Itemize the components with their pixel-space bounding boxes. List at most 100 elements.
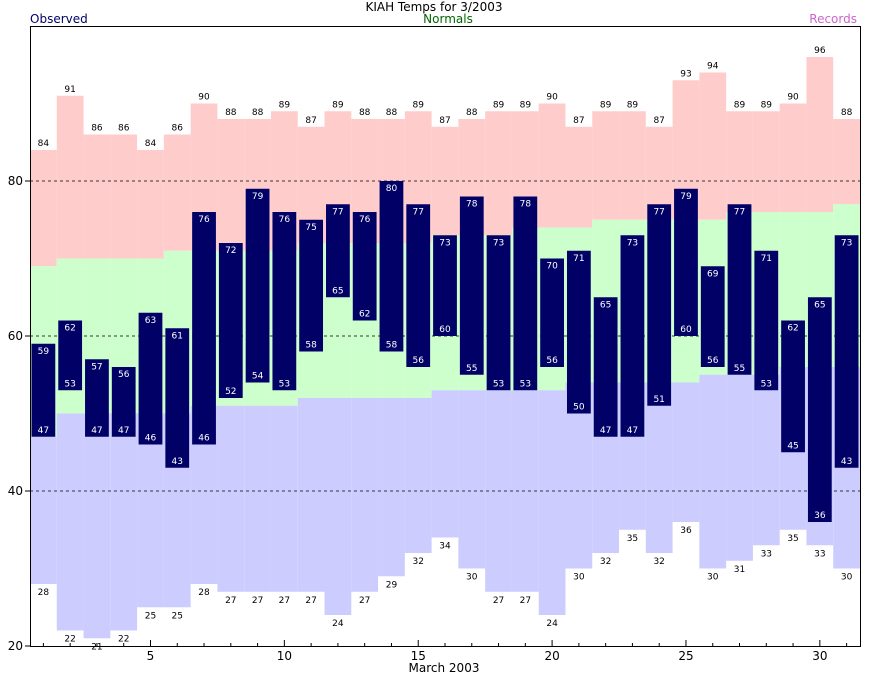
observed-low-label-day-2: 53 — [64, 379, 75, 389]
record-low-label-day-30: 33 — [814, 549, 825, 559]
record-high-label-day-27: 89 — [734, 100, 746, 110]
observed-high-label-day-17: 78 — [466, 200, 478, 210]
record-low-band-day-10 — [270, 405, 298, 592]
x-axis-label: March 2003 — [409, 661, 480, 675]
observed-low-label-day-9: 54 — [252, 372, 264, 382]
observed-bar-day-5 — [138, 312, 163, 445]
record-low-label-day-1: 28 — [38, 588, 50, 598]
record-low-band-day-25 — [672, 382, 700, 522]
observed-high-label-day-18: 73 — [493, 238, 504, 248]
record-high-band-day-23 — [619, 111, 646, 220]
record-low-label-day-14: 29 — [386, 580, 398, 590]
observed-bar-day-27 — [727, 204, 752, 375]
record-high-band-day-26 — [699, 72, 727, 220]
observed-low-label-day-1: 47 — [38, 426, 49, 436]
record-high-label-day-25: 93 — [680, 69, 691, 79]
record-high-label-day-22: 89 — [600, 100, 612, 110]
observed-high-label-day-30: 65 — [814, 300, 825, 310]
record-low-band-day-26 — [699, 374, 727, 569]
record-low-label-day-6: 25 — [172, 611, 183, 621]
record-low-label-day-21: 30 — [573, 573, 585, 583]
record-low-band-day-8 — [217, 405, 245, 592]
record-low-label-day-13: 27 — [359, 596, 370, 606]
record-low-label-day-4: 22 — [118, 635, 129, 645]
record-high-label-day-16: 87 — [439, 116, 450, 126]
observed-low-label-day-5: 46 — [145, 434, 157, 444]
y-tick-label-60: 60 — [8, 329, 23, 343]
observed-high-label-day-25: 79 — [680, 192, 692, 202]
axis-layer: 20 40 60 80 5 10 15 20 25 30 — [8, 174, 848, 663]
observed-high-label-day-29: 62 — [787, 324, 798, 334]
observed-low-label-day-3: 47 — [91, 426, 102, 436]
observed-high-label-day-23: 73 — [627, 238, 638, 248]
record-high-band-day-27 — [726, 111, 753, 212]
record-high-band-day-28 — [752, 111, 780, 212]
record-high-label-day-26: 94 — [707, 62, 719, 72]
record-high-band-day-21 — [565, 126, 593, 228]
record-high-band-day-1 — [30, 150, 57, 267]
observed-low-label-day-16: 60 — [439, 325, 451, 335]
record-low-label-day-12: 24 — [332, 619, 344, 629]
observed-high-label-day-9: 79 — [252, 192, 264, 202]
record-high-label-day-9: 88 — [252, 108, 264, 118]
x-tick-label-15: 15 — [411, 649, 426, 663]
record-high-label-day-1: 84 — [38, 139, 50, 149]
record-high-label-day-23: 89 — [627, 100, 639, 110]
observed-low-label-day-23: 47 — [627, 426, 638, 436]
observed-high-label-day-22: 65 — [600, 300, 611, 310]
observed-bar-day-2 — [58, 320, 83, 391]
record-low-label-day-29: 35 — [787, 534, 798, 544]
record-low-label-day-9: 27 — [252, 596, 263, 606]
observed-high-label-day-21: 71 — [573, 254, 584, 264]
record-low-label-day-2: 22 — [64, 635, 75, 645]
observed-low-label-day-19: 53 — [520, 379, 531, 389]
observed-bar-day-7 — [192, 212, 216, 445]
observed-bar-day-8 — [218, 243, 243, 398]
observed-high-label-day-24: 77 — [653, 207, 664, 217]
record-low-label-day-3: 21 — [91, 642, 102, 652]
record-high-label-day-18: 89 — [493, 100, 505, 110]
record-high-label-day-6: 86 — [172, 124, 184, 134]
record-high-band-day-4 — [110, 134, 138, 259]
observed-bar-day-1 — [31, 343, 56, 437]
record-high-label-day-19: 89 — [520, 100, 532, 110]
observed-low-label-day-20: 56 — [546, 356, 558, 366]
observed-bar-day-11 — [299, 219, 324, 352]
record-low-label-day-15: 32 — [412, 557, 423, 567]
record-low-label-day-16: 34 — [439, 542, 451, 552]
record-low-label-day-24: 32 — [653, 557, 664, 567]
observed-high-label-day-5: 63 — [145, 316, 156, 326]
record-high-label-day-3: 86 — [91, 124, 103, 134]
observed-bar-day-23 — [620, 235, 645, 437]
observed-high-label-day-12: 77 — [332, 207, 343, 217]
legend-normals: Normals — [423, 12, 473, 26]
plot-frame — [30, 26, 861, 647]
observed-bar-day-6 — [165, 328, 190, 468]
record-high-label-day-20: 90 — [546, 93, 558, 103]
record-high-band-day-8 — [217, 119, 245, 251]
legend-records: Records — [809, 12, 857, 26]
observed-low-label-day-13: 62 — [359, 310, 370, 320]
observed-low-label-day-8: 52 — [225, 387, 236, 397]
observed-bar-day-18 — [486, 235, 511, 391]
record-low-label-day-8: 27 — [225, 596, 236, 606]
observed-low-label-day-27: 55 — [734, 364, 745, 374]
observed-bar-day-30 — [807, 297, 832, 522]
record-high-label-day-30: 96 — [814, 46, 826, 56]
record-low-label-day-17: 30 — [466, 573, 478, 583]
record-low-band-day-15 — [404, 398, 432, 553]
record-high-band-day-29 — [779, 103, 807, 212]
observed-high-label-day-20: 70 — [546, 262, 558, 272]
record-low-band-day-11 — [297, 398, 325, 592]
record-low-label-day-5: 25 — [145, 611, 156, 621]
record-low-label-day-28: 33 — [761, 549, 772, 559]
record-high-band-day-5 — [137, 150, 164, 259]
observed-bar-day-24 — [647, 204, 672, 406]
record-high-label-day-5: 84 — [145, 139, 157, 149]
observed-low-label-day-29: 45 — [787, 441, 798, 451]
record-low-label-day-10: 27 — [279, 596, 290, 606]
observed-low-label-day-18: 53 — [493, 379, 504, 389]
record-high-label-day-2: 91 — [64, 85, 75, 95]
observed-bar-day-12 — [326, 204, 350, 298]
observed-high-label-day-6: 61 — [172, 331, 183, 341]
